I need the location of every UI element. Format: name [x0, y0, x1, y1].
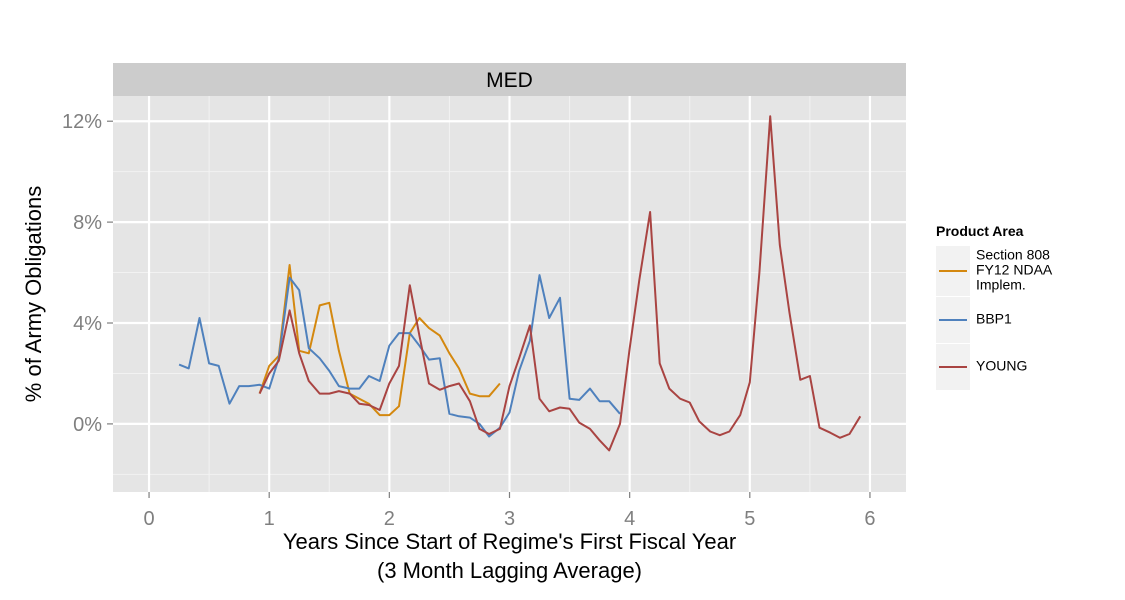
x-axis-title-line1: Years Since Start of Regime's First Fisc… [283, 529, 736, 554]
legend-item-bbp1: BBP1 [936, 297, 1012, 343]
y-axis-title: % of Army Obligations [21, 186, 46, 402]
legend-label: YOUNG [976, 358, 1027, 374]
y-tick-label: 4% [73, 313, 102, 335]
x-tick-label: 2 [384, 508, 395, 530]
legend-label: BBP1 [976, 311, 1012, 327]
x-axis-title-line2: (3 Month Lagging Average) [377, 558, 642, 583]
y-tick-label: 0% [73, 414, 102, 436]
legend-title: Product Area [936, 223, 1024, 239]
x-axis: 0 1 2 3 4 5 6 [143, 492, 876, 530]
x-tick-label: 4 [624, 508, 635, 530]
legend-label: FY12 NDAA [976, 262, 1053, 278]
facet-strip [113, 63, 906, 96]
y-tick-label: 12% [62, 111, 102, 133]
x-tick-label: 0 [143, 508, 154, 530]
grid-major [113, 96, 906, 492]
legend-item-young: YOUNG [936, 344, 1027, 390]
facet-strip-label: MED [486, 69, 533, 92]
y-tick-label: 8% [73, 212, 102, 234]
series-line-bbp1 [178, 274, 621, 438]
legend-label: Implem. [976, 277, 1026, 293]
series-line-young [258, 115, 862, 452]
y-axis: 0% 4% 8% 12% [62, 111, 113, 436]
x-tick-label: 1 [264, 508, 275, 530]
x-tick-label: 3 [504, 508, 515, 530]
x-tick-label: 5 [744, 508, 755, 530]
legend-label: Section 808 [976, 247, 1050, 263]
x-tick-label: 6 [864, 508, 875, 530]
series-layer [178, 115, 862, 452]
